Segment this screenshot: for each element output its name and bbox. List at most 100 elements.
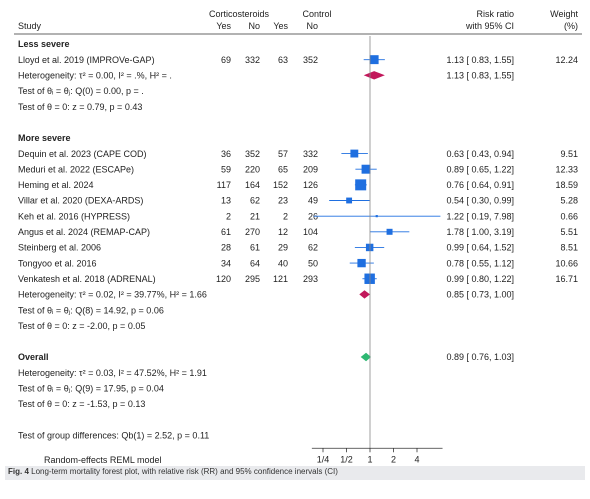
study-label: Angus et al. 2024 (REMAP-CAP) — [18, 227, 150, 237]
no-group1-value: 64 — [250, 258, 260, 268]
header-study: Study — [18, 21, 42, 31]
no-group2-value: 50 — [308, 258, 318, 268]
x-tick-label: 1 — [367, 454, 372, 464]
header-no-group2: No — [306, 21, 318, 31]
effect-ci-text: 1.13 [ 0.83, 1.55] — [446, 55, 514, 65]
overall-effect-text: 0.89 [ 0.76, 1.03] — [446, 352, 514, 362]
overall-diamond — [360, 352, 372, 362]
no-group2-value: 209 — [303, 164, 318, 174]
header-effect-line2: with 95% CI — [465, 21, 514, 31]
yes-group2-value: 121 — [273, 274, 288, 284]
no-group2-value: 104 — [303, 227, 318, 237]
model-footnote: Random-effects REML model — [44, 455, 162, 465]
test-statistic-text: Test of θᵢ = θⱼ: Q(8) = 14.92, p = 0.06 — [18, 305, 164, 315]
yes-group1-value: 59 — [221, 164, 231, 174]
effect-ci-text: 0.89 [ 0.65, 1.22] — [446, 164, 514, 174]
effect-ci-text: 1.78 [ 1.00, 3.19] — [446, 227, 514, 237]
header-effect-line1: Risk ratio — [476, 9, 514, 19]
yes-group2-value: 40 — [278, 258, 288, 268]
table-header: Corticosteroids Control Risk ratio Weigh… — [14, 9, 582, 35]
yes-group2-value: 57 — [278, 149, 288, 159]
yes-group1-value: 13 — [221, 196, 231, 206]
header-no-group1: No — [248, 21, 260, 31]
test-statistic-text: Test of θᵢ = θⱼ: Q(9) = 17.95, p = 0.04 — [18, 384, 164, 394]
x-axis: 1/4 1/2 1 2 4 — [311, 36, 443, 464]
effect-ci-text: 0.99 [ 0.64, 1.52] — [446, 243, 514, 253]
study-label: Lloyd et al. 2019 (IMPROVe-GAP) — [18, 55, 155, 65]
no-group1-value: 62 — [250, 196, 260, 206]
yes-group1-value: 34 — [221, 258, 231, 268]
subgroup-effect-text: 1.13 [ 0.83, 1.55] — [446, 71, 514, 81]
study-label: Heming et al. 2024 — [18, 180, 94, 190]
x-tick-label: 1/4 — [317, 454, 330, 464]
forest-rows: Less severe Lloyd et al. 2019 (IMPROVe-GA… — [18, 39, 578, 440]
header-group1: Corticosteroids — [209, 9, 270, 19]
weight-value: 9.51 — [560, 149, 578, 159]
effect-marker — [357, 258, 366, 268]
effect-ci-text: 0.76 [ 0.64, 0.91] — [446, 180, 514, 190]
weight-value: 16.71 — [555, 274, 578, 284]
no-group2-value: 26 — [308, 211, 318, 221]
heterogeneity-text: Heterogeneity: τ² = 0.02, I² = 39.77%, H… — [18, 290, 207, 300]
header-weight-line1: Weight — [550, 9, 578, 19]
yes-group1-value: 117 — [217, 180, 231, 190]
study-label: Villar et al. 2020 (DEXA-ARDS) — [18, 196, 143, 206]
no-group1-value: 352 — [245, 149, 260, 159]
effect-ci-text: 0.99 [ 0.80, 1.22] — [446, 274, 514, 284]
study-label: Keh et al. 2016 (HYPRESS) — [18, 211, 130, 221]
group-label: Less severe — [18, 39, 70, 49]
caption-text: Long-term mortality forest plot, with re… — [31, 467, 338, 476]
no-group2-value: 352 — [303, 55, 318, 65]
no-group2-value: 49 — [308, 196, 318, 206]
effect-marker — [350, 149, 359, 158]
yes-group2-value: 63 — [278, 55, 288, 65]
header-weight-line2: (%) — [564, 21, 578, 31]
subgroup-diamond — [363, 71, 385, 80]
no-group2-value: 293 — [303, 274, 318, 284]
test-statistic-text: Heterogeneity: τ² = 0.03, I² = 47.52%, H… — [18, 368, 207, 378]
yes-group1-value: 69 — [221, 55, 231, 65]
weight-value: 12.24 — [555, 55, 578, 65]
effect-marker — [369, 55, 379, 65]
effect-ci-text: 0.78 [ 0.55, 1.12] — [446, 258, 514, 268]
yes-group2-value: 29 — [278, 243, 288, 253]
yes-group2-value: 2 — [283, 211, 288, 221]
heterogeneity-text: Heterogeneity: τ² = 0.00, I² = .%, H² = … — [18, 71, 172, 81]
effect-marker — [346, 197, 353, 204]
study-label: Meduri et al. 2022 (ESCAPe) — [18, 164, 134, 174]
effect-ci-text: 1.22 [ 0.19, 7.98] — [446, 211, 514, 221]
study-label: Steinberg et al. 2006 — [18, 243, 101, 253]
study-label: Venkatesh et al. 2018 (ADRENAL) — [18, 274, 156, 284]
yes-group1-value: 61 — [221, 227, 231, 237]
effect-marker — [361, 164, 371, 174]
no-group2-value: 126 — [303, 180, 318, 190]
yes-group2-value: 152 — [273, 180, 288, 190]
no-group1-value: 332 — [245, 55, 260, 65]
yes-group2-value: 65 — [278, 164, 288, 174]
no-group1-value: 164 — [245, 180, 260, 190]
weight-value: 5.28 — [560, 196, 578, 206]
figure-caption: Fig. 4 Long-term mortality forest plot, … — [8, 467, 338, 476]
effect-ci-text: 0.63 [ 0.43, 0.94] — [446, 149, 514, 159]
subgroup-diamond — [359, 290, 370, 299]
x-tick-label: 4 — [414, 454, 419, 464]
yes-group2-value: 23 — [278, 196, 288, 206]
yes-group1-value: 36 — [221, 149, 231, 159]
weight-value: 0.66 — [560, 211, 578, 221]
test-statistic-text: Test of group differences: Qb(1) = 2.52,… — [18, 430, 209, 440]
effect-ci-text: 0.54 [ 0.30, 0.99] — [446, 196, 514, 206]
no-group1-value: 21 — [250, 211, 260, 221]
weight-value: 10.66 — [555, 258, 578, 268]
no-group2-value: 332 — [303, 149, 318, 159]
yes-group1-value: 2 — [226, 211, 231, 221]
caption-background — [5, 466, 585, 480]
header-group2: Control — [302, 9, 331, 19]
group-label: Overall — [18, 352, 49, 362]
no-group1-value: 270 — [245, 227, 260, 237]
study-label: Tongyoo et al. 2016 — [18, 258, 97, 268]
caption-label: Fig. 4 — [8, 467, 29, 476]
no-group2-value: 62 — [308, 243, 318, 253]
weight-value: 5.51 — [560, 227, 578, 237]
